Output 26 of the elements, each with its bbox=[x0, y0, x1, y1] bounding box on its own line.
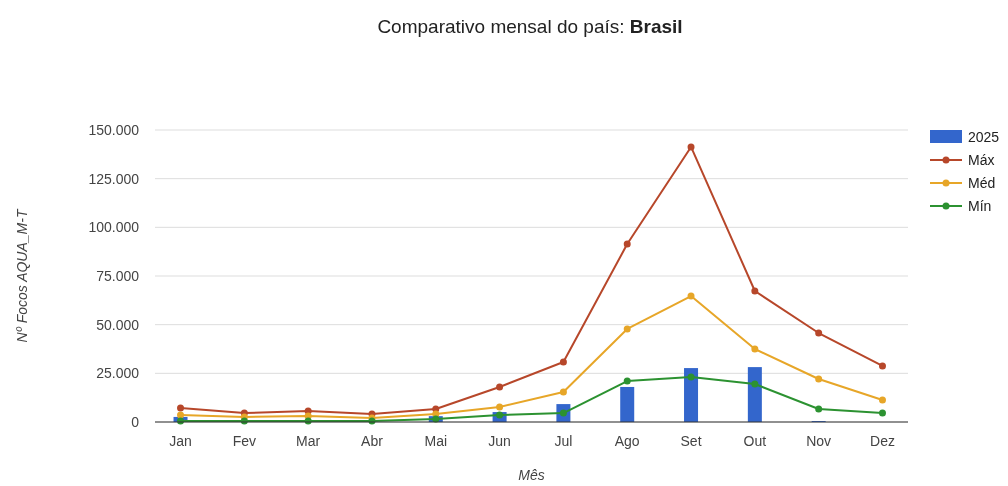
x-tick-label: Abr bbox=[361, 433, 384, 449]
x-tick-label: Jan bbox=[169, 433, 192, 449]
y-axis-title: Nº Focos AQUA_M-T bbox=[14, 208, 30, 343]
x-axis-title: Mês bbox=[518, 467, 545, 483]
y-tick-label: 75.000 bbox=[96, 268, 140, 284]
x-tick-label: Nov bbox=[806, 433, 832, 449]
y-tick-label: 0 bbox=[131, 414, 140, 430]
x-tick-label: Jul bbox=[554, 433, 573, 449]
x-tick-label: Ago bbox=[614, 433, 640, 449]
y-tick-label: 150.000 bbox=[88, 122, 140, 138]
chart-title: Comparativo mensal do país: Brasil bbox=[377, 16, 683, 37]
y-tick-label: 50.000 bbox=[96, 316, 140, 333]
x-tick-label: Mai bbox=[424, 433, 448, 449]
x-tick-label: Jun bbox=[488, 433, 511, 449]
y-tick-label: 125.000 bbox=[88, 170, 140, 187]
x-tick-label: Out bbox=[743, 433, 767, 449]
x-tick-label: Dez bbox=[870, 433, 895, 449]
y-tick-label: 100.000 bbox=[88, 219, 140, 236]
x-tick-label: Mar bbox=[296, 433, 321, 449]
x-tick-label: Fev bbox=[232, 433, 257, 449]
legend-label: Mín bbox=[968, 198, 992, 214]
legend-label: Máx bbox=[968, 152, 995, 168]
legend-label: 2025 bbox=[968, 129, 1000, 145]
x-tick-label: Set bbox=[680, 433, 702, 449]
y-tick-label: 25.000 bbox=[96, 365, 140, 382]
legend-label: Méd bbox=[968, 175, 996, 191]
